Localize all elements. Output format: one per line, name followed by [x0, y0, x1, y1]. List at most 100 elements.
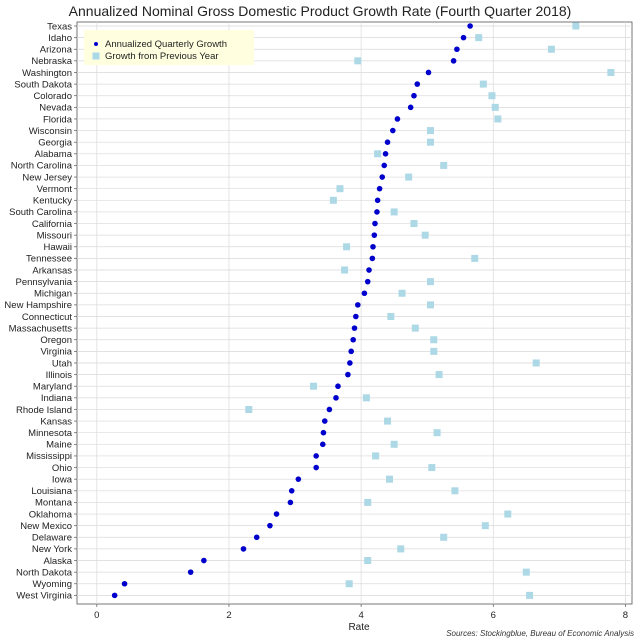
point-quarterly: [111, 592, 118, 599]
point-previous-year: [451, 487, 459, 495]
point-quarterly: [313, 464, 319, 471]
x-tick-label: 8: [623, 610, 628, 621]
point-previous-year: [397, 545, 405, 553]
point-previous-year: [522, 568, 530, 576]
point-previous-year: [362, 394, 370, 402]
x-tick-labels: 0 2 4 6 8: [94, 604, 628, 621]
point-quarterly: [288, 488, 295, 494]
point-previous-year: [572, 22, 580, 30]
point-previous-year: [398, 289, 406, 297]
point-quarterly: [414, 81, 421, 87]
y-tick-label: Alaska: [43, 556, 72, 567]
point-quarterly: [374, 209, 380, 215]
point-quarterly: [372, 220, 378, 227]
point-quarterly: [326, 406, 333, 413]
source-note: Sources: Stockingblue, Bureau of Economi…: [446, 629, 634, 638]
y-tick-label: New Mexico: [20, 521, 72, 532]
y-tick-label: Florida: [43, 114, 73, 125]
point-previous-year: [345, 580, 353, 588]
point-previous-year: [479, 80, 487, 88]
grid-lines: [77, 22, 632, 604]
y-tick-label: Oregon: [40, 335, 72, 346]
point-quarterly: [333, 395, 339, 401]
point-quarterly: [364, 278, 371, 285]
point-quarterly: [351, 325, 358, 331]
point-previous-year: [245, 405, 253, 413]
y-tick-label: Oklahoma: [29, 509, 73, 520]
point-previous-year: [430, 336, 438, 344]
point-previous-year: [421, 231, 429, 239]
point-previous-year: [526, 591, 534, 599]
point-quarterly: [454, 46, 460, 53]
y-tick-label: North Dakota: [16, 567, 73, 578]
point-previous-year: [532, 359, 540, 367]
y-tick-label: Vermont: [37, 184, 73, 195]
y-tick-label: South Carolina: [9, 207, 73, 218]
point-quarterly: [319, 441, 326, 448]
y-tick-label: Minnesota: [28, 428, 73, 439]
y-tick-label: Rhode Island: [16, 405, 72, 416]
point-previous-year: [426, 127, 434, 135]
point-quarterly: [467, 23, 473, 29]
point-quarterly: [355, 302, 361, 308]
point-quarterly: [379, 174, 386, 180]
point-quarterly: [295, 476, 302, 482]
point-previous-year: [491, 103, 499, 111]
point-previous-year: [336, 185, 344, 193]
y-tick-label: Maryland: [33, 382, 72, 393]
y-tick-label: Arizona: [40, 45, 73, 56]
point-previous-year: [426, 138, 434, 146]
point-quarterly: [376, 185, 383, 192]
point-quarterly: [240, 546, 247, 552]
y-tick-label: Utah: [52, 358, 72, 369]
y-tick-label: Connecticut: [22, 312, 73, 323]
y-tick-label: Iowa: [52, 474, 73, 485]
y-tick-label: Louisiana: [31, 486, 72, 497]
point-quarterly: [273, 511, 280, 517]
point-previous-year: [504, 510, 512, 518]
y-tick-label: Nevada: [39, 103, 72, 114]
point-quarterly: [321, 418, 328, 424]
y-tick-label: Texas: [47, 21, 72, 32]
y-tick-label: California: [32, 219, 73, 230]
x-tick-label: 0: [94, 610, 99, 621]
y-tick-label: Missouri: [37, 230, 72, 241]
y-tick-label: Kansas: [40, 416, 72, 427]
y-tick-label: West Virginia: [16, 591, 72, 602]
y-tick-label: Wyoming: [32, 579, 72, 590]
point-quarterly: [390, 127, 396, 134]
y-tick-label: Mississippi: [26, 451, 72, 462]
y-tick-label: Kentucky: [33, 196, 72, 207]
chart-title: Annualized Nominal Gross Domestic Produc…: [69, 3, 572, 19]
point-quarterly: [411, 92, 417, 99]
point-previous-year: [411, 324, 419, 332]
y-tick-label: South Dakota: [14, 79, 72, 90]
point-quarterly: [425, 69, 432, 76]
y-tick-label: Idaho: [48, 33, 72, 44]
x-tick-label: 4: [358, 610, 363, 621]
point-previous-year: [426, 278, 434, 286]
x-tick-label: 2: [226, 610, 231, 621]
y-tick-label: North Carolina: [11, 161, 73, 172]
point-previous-year: [364, 557, 372, 565]
y-tick-label: Illinois: [46, 370, 73, 381]
point-previous-year: [410, 220, 418, 228]
y-tick-label: Hawaii: [43, 242, 72, 253]
point-previous-year: [428, 464, 436, 472]
point-quarterly: [371, 232, 378, 238]
point-quarterly: [287, 499, 294, 506]
point-previous-year: [481, 522, 489, 530]
x-tick-label: 6: [491, 610, 496, 621]
point-previous-year: [433, 429, 441, 437]
y-tick-label: New Hampshire: [4, 300, 72, 311]
y-tick-label: Pennsylvania: [15, 277, 72, 288]
point-previous-year: [405, 173, 413, 181]
point-quarterly: [353, 313, 359, 320]
y-tick-label: New Jersey: [22, 172, 72, 183]
point-quarterly: [460, 34, 467, 41]
point-previous-year: [364, 498, 372, 506]
y-tick-label: Wisconsin: [29, 126, 72, 137]
legend-box: [84, 30, 254, 65]
y-tick-label: Nebraska: [31, 56, 72, 67]
legend-label-yearly: Growth from Previous Year: [105, 51, 219, 62]
